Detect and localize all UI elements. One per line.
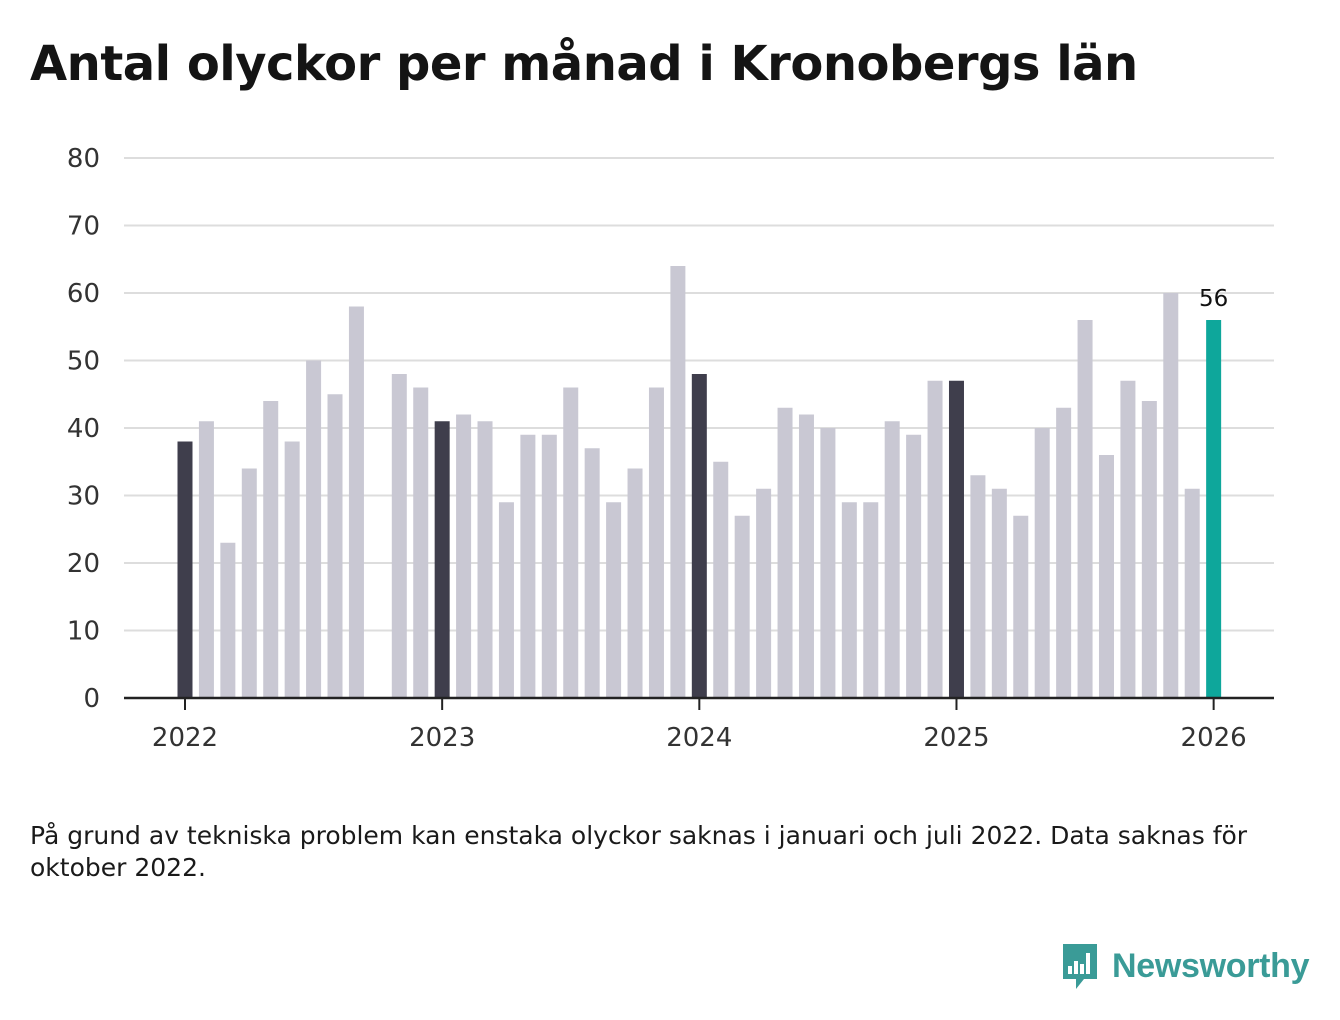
bar bbox=[820, 428, 836, 698]
bar bbox=[734, 515, 750, 698]
bar bbox=[906, 434, 922, 698]
bar bbox=[434, 421, 450, 698]
bar bbox=[306, 360, 322, 698]
bar bbox=[1098, 455, 1114, 698]
y-tick-label: 50 bbox=[67, 347, 100, 377]
y-tick-label: 80 bbox=[67, 144, 100, 174]
bar bbox=[348, 306, 364, 698]
bar bbox=[284, 441, 300, 698]
y-tick-label: 20 bbox=[67, 549, 100, 579]
bar bbox=[1184, 488, 1200, 698]
bar bbox=[198, 421, 214, 698]
bar bbox=[584, 448, 600, 698]
bar bbox=[991, 488, 1007, 698]
bar bbox=[756, 488, 772, 698]
bar bbox=[456, 414, 472, 698]
bar bbox=[863, 502, 879, 698]
bar bbox=[1120, 380, 1136, 698]
x-axis: 2022 2023 2024 2025 2026 bbox=[124, 696, 1274, 753]
bar bbox=[648, 387, 664, 698]
bars bbox=[177, 266, 1222, 698]
latest-value-label: 56 bbox=[1199, 286, 1228, 312]
y-axis-ticks: 0 10 20 30 40 50 60 70 80 bbox=[67, 144, 100, 714]
bar bbox=[541, 434, 557, 698]
bar bbox=[798, 414, 814, 698]
brand-name: Newsworthy bbox=[1112, 946, 1310, 985]
footnote: På grund av tekniska problem kan enstaka… bbox=[30, 821, 1248, 882]
bar bbox=[927, 380, 943, 698]
x-tick-label: 2024 bbox=[666, 723, 732, 753]
y-tick-label: 40 bbox=[67, 414, 100, 444]
bar bbox=[627, 468, 643, 698]
bar bbox=[1034, 428, 1050, 698]
bar bbox=[1013, 515, 1029, 698]
bar bbox=[498, 502, 514, 698]
bar bbox=[884, 421, 900, 698]
chart-title: Antal olyckor per månad i Kronobergs län bbox=[30, 36, 1138, 92]
bar-chart: 0 10 20 30 40 50 60 70 80 2022 2023 2024 2025 2026 5… bbox=[67, 144, 1274, 753]
x-tick-label: 2023 bbox=[409, 723, 475, 753]
bar bbox=[1141, 401, 1157, 698]
bar bbox=[477, 421, 493, 698]
x-tick-label: 2025 bbox=[923, 723, 989, 753]
bar bbox=[1163, 293, 1179, 698]
bar bbox=[1206, 320, 1222, 698]
bar bbox=[1077, 320, 1093, 698]
brand-logo[interactable]: Newsworthy bbox=[1060, 940, 1310, 992]
bar bbox=[841, 502, 857, 698]
y-tick-label: 10 bbox=[67, 617, 100, 647]
bar bbox=[606, 502, 622, 698]
bar bbox=[713, 461, 729, 698]
bar bbox=[520, 434, 536, 698]
y-tick-label: 60 bbox=[67, 279, 100, 309]
bar bbox=[670, 266, 686, 698]
newsworthy-logo-icon bbox=[1063, 944, 1097, 989]
bar bbox=[691, 374, 707, 698]
bar bbox=[327, 394, 343, 698]
bar bbox=[777, 407, 793, 698]
bar bbox=[263, 401, 279, 698]
bar bbox=[563, 387, 579, 698]
bar bbox=[970, 475, 986, 698]
x-tick-label: 2022 bbox=[152, 723, 218, 753]
bar bbox=[241, 468, 257, 698]
data-labels: 56 bbox=[1199, 286, 1228, 312]
x-tick-label: 2026 bbox=[1181, 723, 1247, 753]
bar bbox=[177, 441, 193, 698]
bar bbox=[948, 380, 964, 698]
bar bbox=[391, 374, 407, 698]
bar bbox=[413, 387, 429, 698]
y-tick-label: 0 bbox=[83, 684, 100, 714]
bar bbox=[220, 542, 236, 698]
bar bbox=[1056, 407, 1072, 698]
y-tick-label: 70 bbox=[67, 212, 100, 242]
y-tick-label: 30 bbox=[67, 482, 100, 512]
